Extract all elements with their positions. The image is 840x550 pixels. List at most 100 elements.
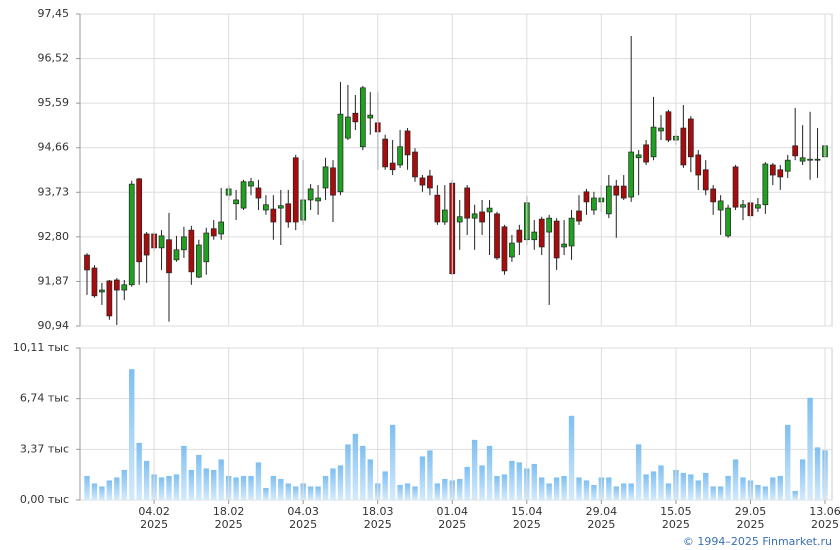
volume-bar [703, 472, 709, 500]
candle-body [382, 138, 389, 168]
candle-body [441, 209, 448, 223]
volume-bar [360, 445, 366, 500]
volume-bar [732, 459, 739, 500]
volume-bar [531, 463, 537, 500]
volume-bar [464, 466, 470, 500]
candle-body [583, 191, 590, 203]
candle-body [337, 113, 344, 193]
volume-bar [397, 484, 403, 500]
candle-body [807, 158, 813, 161]
volume-bar [337, 465, 344, 500]
candle-body [285, 203, 292, 223]
volume-bar [143, 460, 150, 500]
volume-bar [382, 471, 388, 500]
volume-bar [606, 477, 612, 500]
candle-body [538, 218, 545, 248]
y-tick-label: 10,11 тыс [13, 341, 69, 354]
volume-bar [278, 478, 284, 500]
candle-body [769, 164, 776, 176]
x-tick-label: 01.04 2025 [437, 505, 469, 531]
candle-body [531, 231, 538, 241]
candle-body [128, 183, 135, 286]
y-tick-label: 3,37 тыс [20, 442, 69, 455]
candle-body [255, 187, 262, 199]
candle-body [218, 221, 225, 235]
volume-bar [479, 465, 485, 500]
footer: © 1994–2025 Finmarket.ru [683, 535, 832, 548]
volume-bar [755, 484, 761, 500]
candle-body [777, 169, 784, 178]
candle-body [665, 111, 672, 141]
candle-body [814, 158, 821, 161]
volume-bar [628, 483, 634, 500]
candle-body [762, 163, 769, 206]
candle-body [210, 228, 217, 237]
volume-bar [710, 486, 716, 500]
volume-bar [307, 486, 314, 500]
volume-bar [725, 475, 731, 500]
candle-body [404, 130, 411, 156]
candle-body [158, 235, 165, 249]
candle-body [501, 226, 508, 272]
candle-body [799, 157, 806, 162]
volume-bar [129, 369, 135, 500]
candle-body [717, 200, 724, 211]
candle-body [203, 232, 210, 263]
volume-bar [389, 424, 396, 500]
x-tick-label: 04.03 2025 [287, 505, 319, 531]
candle-body [292, 157, 299, 223]
candle-body [628, 151, 635, 198]
volume-bar [576, 477, 582, 500]
x-tick-label: 18.03 2025 [362, 505, 394, 531]
y-tick-label: 91,87 [38, 274, 70, 287]
volume-bar [91, 483, 98, 500]
volume-bar [419, 456, 426, 500]
x-tick-label: 15.05 2025 [660, 505, 692, 531]
volume-bar [546, 483, 552, 500]
candle-body [322, 166, 329, 189]
candle-body [136, 178, 143, 263]
y-tick-label: 95,59 [38, 96, 70, 109]
volume-bar [345, 444, 351, 500]
volume-bar [99, 486, 105, 500]
candle-body [307, 188, 314, 201]
volume-bar [643, 474, 649, 500]
volume-bar [203, 468, 209, 500]
candle-body [113, 279, 120, 291]
candle-body [740, 204, 746, 208]
volume-bar [494, 475, 500, 500]
candle-body [784, 159, 791, 172]
candle-body [695, 154, 702, 176]
candle-body [605, 185, 612, 215]
y-tick-label: 96,52 [38, 52, 70, 65]
volume-bar [218, 459, 224, 500]
candle-body [389, 162, 396, 171]
candle-body [419, 177, 426, 186]
y-tick-label: 0,00 тыс [20, 493, 69, 506]
candle-body [680, 127, 687, 166]
y-tick-label: 6,74 тыс [20, 392, 69, 405]
candle-body [84, 254, 90, 271]
candle-body [397, 146, 403, 166]
volume-bar [188, 469, 195, 500]
candle-body [240, 181, 247, 209]
candle-body [687, 118, 694, 158]
volume-bar [442, 478, 448, 500]
volume-bar [770, 477, 776, 500]
volume-bar [486, 445, 493, 500]
x-tick-label: 18.02 2025 [213, 505, 245, 531]
y-tick-label: 97,45 [38, 7, 70, 20]
candle-body [650, 126, 657, 158]
candle-body [464, 187, 471, 219]
volume-bar [665, 483, 672, 500]
candle-body [486, 207, 493, 213]
x-tick-label: 29.05 2025 [735, 505, 767, 531]
candle-body [143, 233, 150, 256]
candle-body [345, 116, 351, 139]
candle-body [456, 216, 463, 223]
volume-bar [248, 475, 254, 500]
candle-body [277, 205, 284, 209]
volume-bar [777, 475, 783, 500]
x-tick-label: 04.02 2025 [138, 505, 170, 531]
